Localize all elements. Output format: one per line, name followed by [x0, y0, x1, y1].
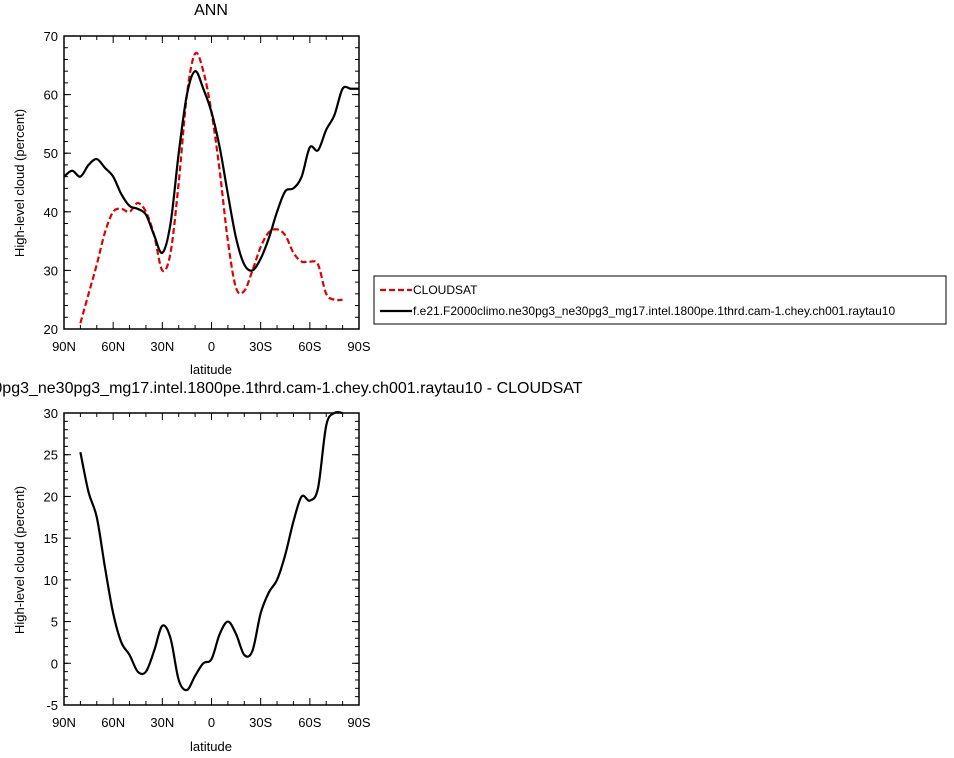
- bottom-chart-y-tick-label: 5: [51, 615, 58, 630]
- top-chart-y-tick-label: 50: [44, 146, 58, 161]
- top-chart-x-tick-label: 60S: [298, 339, 321, 354]
- top-chart-x-tick-label: 30N: [150, 339, 174, 354]
- legend-box: [373, 275, 947, 325]
- top-chart-y-tick-label: 30: [44, 263, 58, 278]
- top-chart-title: ANN: [194, 2, 228, 19]
- bottom-chart-y-tick-label: 15: [44, 531, 58, 546]
- top-chart-frame: [63, 35, 360, 330]
- top-chart-series-line-0: [79, 51, 343, 324]
- top-chart-y-axis-title: High-level cloud (percent): [12, 109, 27, 257]
- bottom-chart-panel: f.e21.F2000climo.ne30pg3_ne30pg3_mg17.in…: [0, 380, 583, 754]
- top-chart-x-tick-label: 90N: [52, 339, 76, 354]
- bottom-chart-y-tick-label: 20: [44, 489, 58, 504]
- bottom-chart-x-tick-label: 60S: [298, 715, 321, 730]
- top-chart-panel: ANN 90N 60N 30N 0 30S 60S 90S 20 30 40 50 60 70 lati…: [12, 2, 371, 377]
- top-chart-y-tick-label: 60: [44, 88, 58, 103]
- top-chart-y-tick-label: 70: [44, 29, 58, 44]
- bottom-chart-x-tick-label: 30N: [150, 715, 174, 730]
- top-chart-marks: [63, 51, 359, 324]
- bottom-chart-x-tick-label: 90S: [347, 715, 370, 730]
- bottom-chart-y-axis-title: High-level cloud (percent): [12, 486, 27, 634]
- legend-label-cloudsat: CLOUDSAT: [413, 283, 478, 297]
- top-chart-ticks: 90N 60N 30N 0 30S 60S 90S 20 30 40 50 60 70: [44, 29, 371, 354]
- top-chart-series-line-1: [63, 70, 359, 272]
- bottom-chart-y-tick-label: 10: [44, 573, 58, 588]
- bottom-chart-y-tick-label: 30: [44, 406, 58, 421]
- bottom-chart-ticks: 90N 60N 30N 0 30S 60S 90S -5 0 5 10 15 20 25 30: [44, 406, 371, 730]
- top-chart-x-axis-title: latitude: [190, 362, 232, 377]
- top-chart-x-tick-label: 60N: [101, 339, 125, 354]
- legend: CLOUDSAT f.e21.F2000climo.ne30pg3_ne30pg…: [373, 275, 947, 325]
- top-chart-x-tick-label: 90S: [347, 339, 370, 354]
- bottom-chart-y-tick-label: -5: [46, 698, 58, 713]
- bottom-chart-x-tick-label: 60N: [101, 715, 125, 730]
- bottom-chart-title: f.e21.F2000climo.ne30pg3_ne30pg3_mg17.in…: [0, 380, 583, 397]
- top-chart-y-tick-label: 40: [44, 205, 58, 220]
- top-chart-y-tick-label: 20: [44, 322, 58, 337]
- top-chart-x-tick-label: 30S: [249, 339, 272, 354]
- bottom-chart-x-axis-title: latitude: [190, 739, 232, 754]
- bottom-chart-y-tick-label: 25: [44, 448, 58, 463]
- bottom-chart-frame: [63, 412, 360, 706]
- bottom-chart-x-tick-label: 90N: [52, 715, 76, 730]
- bottom-chart-marks: [79, 410, 343, 692]
- bottom-chart-y-tick-label: 0: [51, 656, 58, 671]
- bottom-chart-x-tick-label: 30S: [249, 715, 272, 730]
- legend-label-model: f.e21.F2000climo.ne30pg3_ne30pg3_mg17.in…: [413, 304, 895, 318]
- top-chart-x-tick-label: 0: [208, 339, 215, 354]
- bottom-chart-x-tick-label: 0: [208, 715, 215, 730]
- bottom-chart-series-line-0: [79, 410, 343, 692]
